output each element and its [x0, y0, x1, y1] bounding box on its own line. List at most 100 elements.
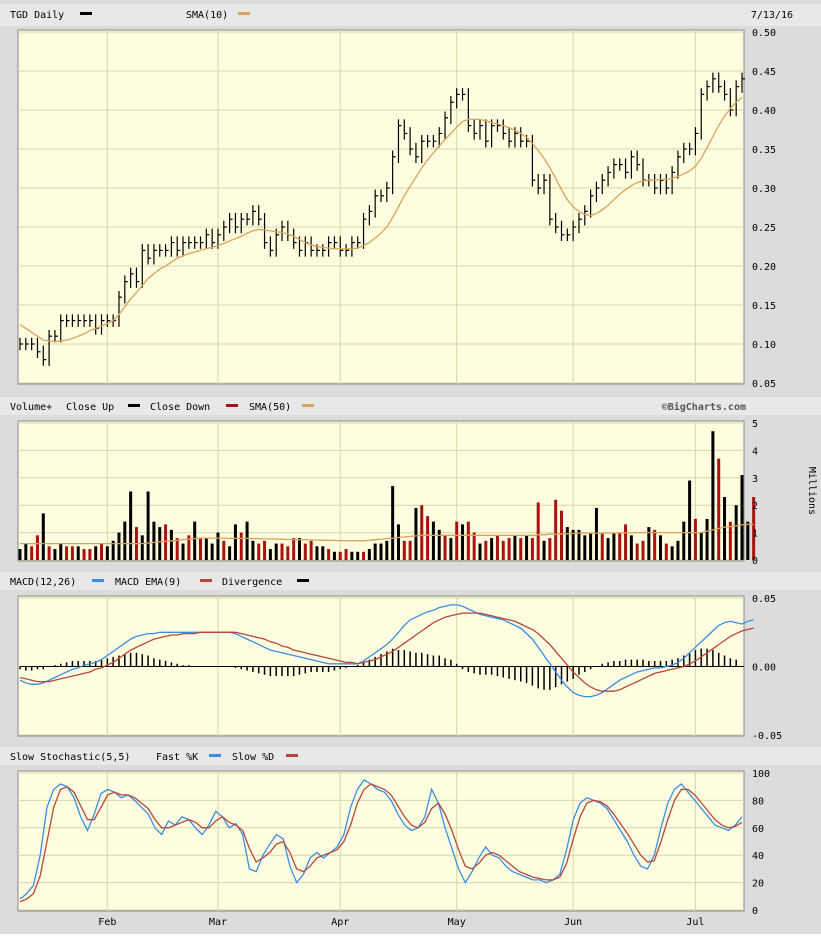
volume-bar-up [682, 521, 686, 560]
volume-bar-down [338, 551, 342, 560]
close-up-label: Close Up [66, 402, 114, 413]
fast-k-line [19, 779, 743, 900]
source-label: ©BigCharts.com [662, 401, 746, 413]
volume-bar-up [723, 496, 727, 560]
sma10-line [19, 96, 743, 343]
volume-bar-down [717, 458, 721, 560]
volume-bar-up [490, 538, 494, 560]
volume-bar-up [169, 529, 173, 560]
volume-bar-up [321, 546, 325, 560]
volume-bar-down [752, 496, 756, 560]
price-tick-label: 0.45 [752, 67, 776, 78]
volume-bar-up [670, 546, 674, 560]
volume-bar-up [647, 527, 651, 560]
close-down-swatch [226, 404, 238, 407]
volume-bar-down [286, 546, 290, 560]
volume-bar-up [577, 529, 581, 560]
volume-bar-down [47, 546, 51, 560]
stoch-tick-label: 100 [752, 769, 770, 780]
price-tick-label: 0.10 [752, 340, 776, 351]
volume-bar-up [542, 540, 546, 560]
volume-bar-up [525, 535, 529, 560]
price-tick-label: 0.20 [752, 262, 776, 273]
volume-bar-up [589, 532, 593, 560]
volume-bar-up [373, 543, 377, 560]
volume-bar-up [396, 524, 400, 560]
volume-bar-down [362, 551, 366, 560]
volume-bar-down [82, 549, 86, 560]
volume-bar-up [705, 518, 709, 560]
volume-bar-down [88, 549, 92, 560]
volume-bar-up [274, 543, 278, 560]
volume-bar-down [199, 538, 202, 560]
volume-bar-up [268, 549, 272, 560]
volume-bar-up [297, 538, 301, 560]
x-tick-label: May [448, 917, 466, 928]
stoch-tick-label: 80 [752, 796, 764, 807]
volume-bar-up [181, 543, 185, 560]
volume-bar-up [513, 535, 517, 560]
volume-bar-down [175, 538, 179, 560]
volume-bar-up [565, 527, 569, 560]
price-tick-label: 0.30 [752, 184, 776, 195]
price-tick-label: 0.40 [752, 106, 776, 117]
volume-bar-up [233, 524, 237, 560]
volume-bar-down [420, 505, 424, 560]
volume-tick-label: 2 [752, 501, 758, 512]
volume-bar-down [344, 549, 348, 560]
volume-bar-down [728, 521, 732, 560]
volume-bar-up [123, 521, 127, 560]
macd-tick-label: 0.05 [752, 594, 776, 605]
volume-bar-up [59, 543, 63, 560]
volume-bar-down [280, 543, 284, 560]
ticker-label: TGD Daily [10, 10, 64, 21]
volume-bar-down [466, 521, 470, 560]
x-tick-label: Feb [98, 917, 116, 928]
volume-panel-bg [17, 420, 745, 562]
volume-bar-up [414, 507, 418, 560]
volume-bar-up [129, 491, 133, 560]
volume-bar-down [35, 535, 39, 560]
macd-tick-label: -0.05 [752, 731, 782, 742]
volume-tick-label: 4 [752, 446, 758, 457]
volume-bar-up [461, 524, 465, 560]
volume-bar-up [158, 527, 162, 560]
volume-bar-up [699, 532, 703, 560]
volume-bar-down [554, 499, 558, 560]
macd-line [19, 604, 754, 698]
volume-bar-down [641, 540, 645, 560]
slow-d-line [19, 783, 743, 903]
chart-date: 7/13/16 [751, 10, 793, 21]
volume-bar-up [379, 543, 383, 560]
price-tick-label: 0.50 [752, 28, 776, 39]
volume-bar-up [629, 535, 633, 560]
volume-bar-up [385, 540, 389, 560]
volume-bar-down [30, 546, 34, 560]
close-down-label: Close Down [150, 402, 210, 413]
volume-bar-up [204, 538, 208, 560]
volume-bar-down [292, 538, 296, 560]
stoch-tick-label: 0 [752, 906, 758, 917]
volume-bar-up [152, 521, 156, 560]
slow-d-label: Slow %D [232, 752, 274, 763]
volume-bar-up [76, 546, 80, 560]
macd-tick-label: 0.00 [752, 663, 776, 674]
close-up-swatch [128, 404, 140, 407]
volume-title: Volume+ [10, 402, 52, 413]
volume-bar-down [472, 532, 476, 560]
volume-bar-down [519, 538, 523, 560]
volume-bar-down [426, 516, 430, 560]
volume-bar-up [431, 521, 435, 560]
volume-bar-up [210, 543, 214, 560]
x-tick-label: Jul [686, 917, 704, 928]
volume-bar-up [193, 521, 197, 560]
volume-bar-up [688, 480, 692, 560]
volume-bar-down [70, 546, 74, 560]
volume-bar-down [100, 543, 104, 560]
stoch-tick-label: 60 [752, 824, 764, 835]
volume-bar-down [653, 529, 657, 560]
volume-bar-down [222, 540, 226, 560]
price-header-bar [0, 4, 821, 26]
volume-bar-up [251, 540, 255, 560]
